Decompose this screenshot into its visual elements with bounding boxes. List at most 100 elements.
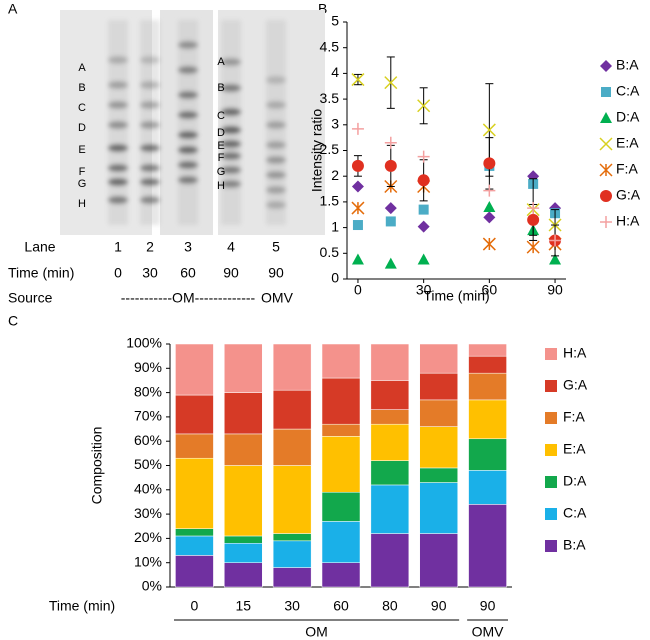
x-tick-label: 60 xyxy=(333,598,349,614)
gel-band xyxy=(108,56,128,64)
gel-band xyxy=(221,126,241,134)
point xyxy=(483,157,496,170)
gel-band xyxy=(266,101,286,109)
x-tick-label: 0 xyxy=(354,282,362,298)
band-label: E xyxy=(217,140,224,152)
y-tick-label: 2 xyxy=(331,167,339,183)
point xyxy=(384,76,398,90)
source-label: Source xyxy=(8,290,53,306)
point xyxy=(352,220,363,231)
bar-segment xyxy=(468,355,507,374)
bar-segment xyxy=(272,343,312,391)
band-label: B xyxy=(78,82,85,94)
band-label: G xyxy=(78,178,87,190)
gel-band xyxy=(266,171,286,179)
time-label: Time (min) xyxy=(8,265,74,281)
x-tick-label: 60 xyxy=(482,282,498,298)
y-tick-label: 10% xyxy=(134,553,162,569)
point xyxy=(351,253,364,265)
bar-segment xyxy=(272,428,312,466)
y-tick-label: 1 xyxy=(331,218,339,234)
source: OMV xyxy=(261,290,294,306)
gel-image xyxy=(60,10,152,235)
legend-marker xyxy=(599,163,613,177)
legend-label: E:A xyxy=(563,441,586,457)
bar-segment xyxy=(175,433,214,459)
legend-swatch xyxy=(545,380,557,392)
gel-band xyxy=(108,196,128,204)
band-label: F xyxy=(218,152,225,164)
point xyxy=(384,257,397,269)
bar-segment xyxy=(224,433,263,466)
bar-segment xyxy=(370,533,410,588)
bar-segment xyxy=(370,380,410,410)
legend-label: D:A xyxy=(616,109,640,125)
bar-segment xyxy=(370,423,410,461)
gel-band xyxy=(140,81,160,89)
point xyxy=(417,174,430,187)
lane-number: 1 xyxy=(114,239,122,255)
gel-band xyxy=(140,144,160,152)
gel-band xyxy=(108,121,128,129)
gel-band xyxy=(178,131,198,139)
point xyxy=(418,204,429,215)
gel-band xyxy=(108,164,128,172)
legend-marker xyxy=(600,216,612,228)
time-value: 60 xyxy=(180,265,196,281)
gel-bands xyxy=(108,20,286,225)
y-tick-label: 1.5 xyxy=(320,193,340,209)
gel-band xyxy=(178,66,198,74)
legend-label: H:A xyxy=(563,345,587,361)
bar-segment xyxy=(272,389,312,430)
point xyxy=(351,122,364,135)
point xyxy=(417,99,431,113)
legend-label: B:A xyxy=(563,537,586,553)
legend-label: C:A xyxy=(563,505,587,521)
legend-label: G:A xyxy=(563,377,588,393)
gel-band xyxy=(178,176,198,184)
y-axis-title: Intensity ratio xyxy=(309,109,325,192)
gel-band xyxy=(108,144,128,152)
bar-segment xyxy=(419,467,458,483)
legend-swatch xyxy=(545,540,557,552)
bar-segment xyxy=(370,343,410,381)
y-tick-label: 3.5 xyxy=(320,90,340,106)
gel-band xyxy=(140,121,160,129)
y-tick-label: 0% xyxy=(142,578,162,594)
bar-segment xyxy=(272,533,312,542)
legend-marker xyxy=(600,112,612,123)
gel-band xyxy=(108,81,128,89)
point xyxy=(483,211,496,224)
y-tick-label: 30% xyxy=(134,505,162,521)
y-tick-label: 4 xyxy=(331,64,339,80)
x-tick-label: 90 xyxy=(431,598,447,614)
x-tick-label: 30 xyxy=(284,598,300,614)
y-tick-label: 20% xyxy=(134,529,162,545)
bar-segment xyxy=(321,423,361,437)
y-tick-label: 80% xyxy=(134,383,162,399)
band-label: C xyxy=(217,110,225,122)
bar-segment xyxy=(175,394,214,435)
gel-band xyxy=(266,121,286,129)
bar-segment xyxy=(419,482,458,534)
gel-band xyxy=(221,166,241,174)
band-label: B xyxy=(217,82,224,94)
x-tick-label: 15 xyxy=(235,598,251,614)
point xyxy=(482,123,496,137)
gel-band xyxy=(266,156,286,164)
gel-band xyxy=(178,91,198,99)
panel-letter: A xyxy=(8,1,18,17)
legend-marker xyxy=(600,60,612,72)
gel-band xyxy=(140,164,160,172)
lane-label: Lane xyxy=(24,239,55,255)
band-label: H xyxy=(217,180,225,192)
bar-segment xyxy=(175,528,214,537)
legend-swatch xyxy=(545,444,557,456)
band-label: D xyxy=(78,122,86,134)
time-value: 30 xyxy=(142,265,158,281)
bar-segment xyxy=(468,399,507,440)
bar-segment xyxy=(272,465,312,534)
bar-segment xyxy=(175,535,214,556)
point xyxy=(549,253,562,265)
gel-band xyxy=(221,152,241,160)
